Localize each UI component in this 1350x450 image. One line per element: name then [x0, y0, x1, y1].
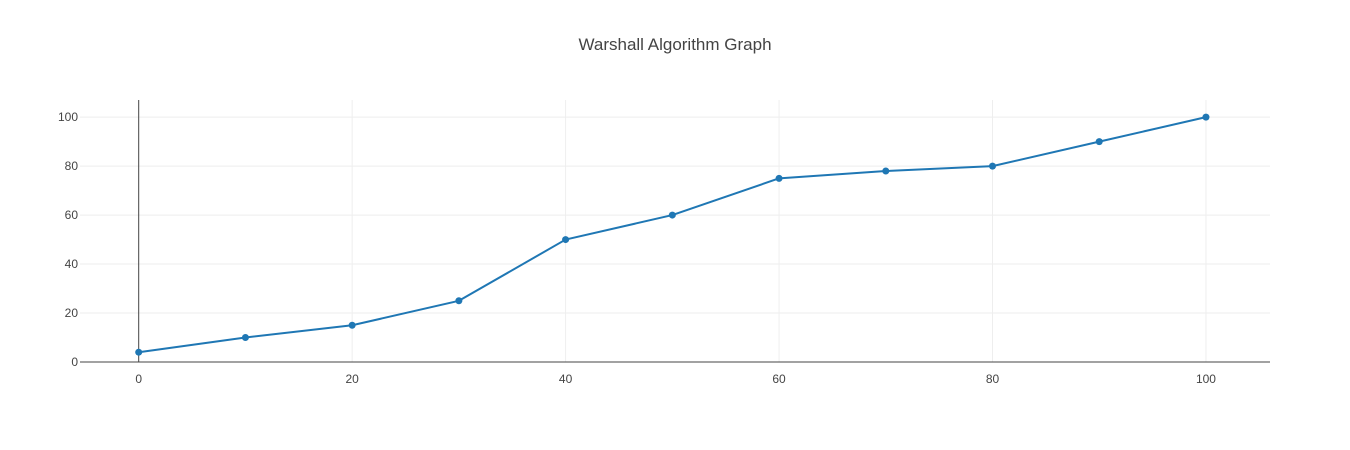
- x-tick-label: 40: [559, 372, 573, 386]
- axes: [80, 100, 1270, 363]
- tick-labels: 0 20 40 60 80 100 0 20 40 60 80 100: [58, 110, 1216, 386]
- data-point[interactable]: [882, 167, 890, 175]
- y-tick-label: 40: [65, 257, 79, 271]
- y-tick-label: 0: [71, 355, 78, 369]
- data-point[interactable]: [1202, 113, 1210, 121]
- y-tick-label: 60: [65, 208, 79, 222]
- data-point[interactable]: [135, 348, 143, 356]
- data-point[interactable]: [1095, 138, 1103, 146]
- data-point[interactable]: [348, 321, 356, 329]
- series-layer: [135, 113, 1210, 356]
- data-point[interactable]: [668, 211, 676, 219]
- y-tick-label: 80: [65, 159, 79, 173]
- series-line: [138, 116, 1207, 354]
- y-tick-label: 20: [65, 306, 79, 320]
- x-tick-label: 80: [986, 372, 1000, 386]
- x-tick-label: 60: [772, 372, 786, 386]
- chart-title: Warshall Algorithm Graph: [578, 35, 771, 54]
- x-tick-label: 0: [135, 372, 142, 386]
- data-point[interactable]: [455, 297, 463, 305]
- x-tick-label: 100: [1196, 372, 1216, 386]
- x-tick-label: 20: [345, 372, 359, 386]
- data-point[interactable]: [562, 236, 570, 244]
- data-point[interactable]: [241, 334, 249, 342]
- grid: [80, 100, 1270, 362]
- data-point[interactable]: [775, 174, 783, 182]
- y-tick-label: 100: [58, 110, 78, 124]
- data-point[interactable]: [989, 162, 997, 170]
